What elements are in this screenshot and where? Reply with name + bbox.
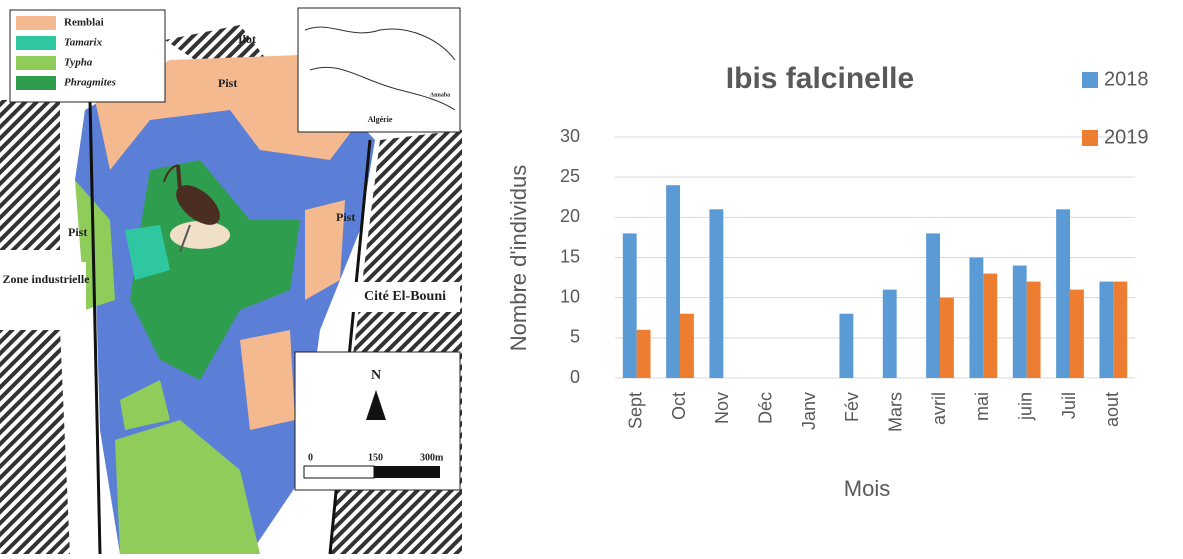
scale-bar: [303, 465, 375, 479]
inset-label: Algérie: [368, 115, 393, 124]
legend-swatch: [16, 56, 56, 70]
bar: [1012, 265, 1027, 378]
y-tick-label: 10: [560, 286, 580, 306]
legend-label: 2018: [1104, 68, 1149, 90]
legend-text: Tamarix: [64, 37, 103, 49]
x-tick-label: avril: [929, 392, 949, 425]
legend-swatch: [16, 16, 56, 30]
bar: [983, 273, 998, 378]
y-tick-label: 0: [570, 367, 580, 387]
scale-label: 0: [308, 452, 313, 463]
y-axis-label: Nombre d'individus: [506, 165, 531, 351]
chart-title: Ibis falcinelle: [726, 62, 914, 95]
x-tick-label: juin: [1015, 392, 1035, 421]
map-label: Cité El-Bouni: [364, 289, 446, 304]
x-tick-label: Fév: [842, 392, 862, 422]
bar: [1056, 209, 1070, 378]
legend-text: Phragmites: [64, 77, 116, 89]
remblai-pist: [305, 200, 345, 300]
x-tick-label: Nov: [712, 392, 732, 424]
map: Remblai Tamarix Typha Phragmites Algérie…: [0, 0, 462, 555]
label-bg: [8, 262, 86, 314]
bar: [680, 313, 694, 378]
label-bg: [350, 282, 460, 312]
y-tick-label: 30: [560, 126, 580, 146]
hatch-left-low: [0, 330, 70, 554]
scale-label: 150: [368, 452, 383, 463]
remblai-right: [240, 330, 295, 430]
legend-swatch: [1082, 72, 1098, 88]
typha-bottom: [115, 420, 260, 554]
map-label: Pist: [336, 210, 355, 224]
bar: [940, 297, 954, 378]
bar: [839, 313, 854, 378]
bar: [1070, 289, 1084, 378]
legend-label: 2019: [1104, 126, 1149, 148]
x-tick-label: Déc: [755, 392, 775, 424]
map-label: Ilot: [238, 32, 256, 46]
hatch-left: [0, 100, 60, 250]
map-label: Pist: [218, 76, 237, 90]
legend-swatch: [16, 76, 56, 90]
bar: [636, 329, 651, 378]
x-tick-label: Oct: [669, 392, 689, 420]
x-axis-label: Mois: [844, 476, 890, 501]
typha-mid: [120, 380, 170, 430]
inset-map: [297, 7, 461, 133]
bar: [622, 233, 637, 378]
bar: [709, 209, 724, 378]
x-tick-label: Janv: [799, 392, 819, 430]
legend-text: Typha: [64, 57, 93, 69]
bar: [666, 185, 680, 378]
y-tick-label: 20: [560, 206, 580, 226]
road-left: [88, 99, 102, 555]
x-tick-label: Juil: [1059, 392, 1079, 419]
bar: [1099, 281, 1114, 378]
bar: [969, 257, 984, 378]
bar: [1026, 281, 1041, 378]
ibis-icon: [163, 164, 230, 253]
map-label: Pist: [68, 225, 87, 239]
inset-label: Annaba: [430, 92, 450, 98]
legend-text: Remblai: [64, 17, 104, 29]
bar: [882, 289, 897, 378]
legend-swatch: [16, 36, 56, 50]
y-tick-label: 25: [560, 166, 580, 186]
x-tick-label: aout: [1102, 392, 1122, 427]
scale-label: 300m: [420, 452, 444, 463]
y-tick-label: 5: [570, 327, 580, 347]
x-tick-label: Sept: [625, 392, 645, 429]
map-label: Zone industrielle: [2, 272, 90, 286]
north-arrow: [366, 390, 386, 420]
y-tick-label: 15: [560, 246, 580, 266]
tamarix: [125, 225, 170, 280]
scale-bar: [374, 466, 440, 478]
x-tick-label: mai: [972, 392, 992, 421]
x-tick-label: Mars: [885, 392, 905, 432]
inset-coast: [304, 26, 456, 111]
bar: [1113, 281, 1128, 378]
phragmites: [130, 160, 300, 380]
bar: [926, 233, 940, 378]
north-label: N: [371, 368, 381, 383]
legend-swatch: [1082, 130, 1098, 146]
